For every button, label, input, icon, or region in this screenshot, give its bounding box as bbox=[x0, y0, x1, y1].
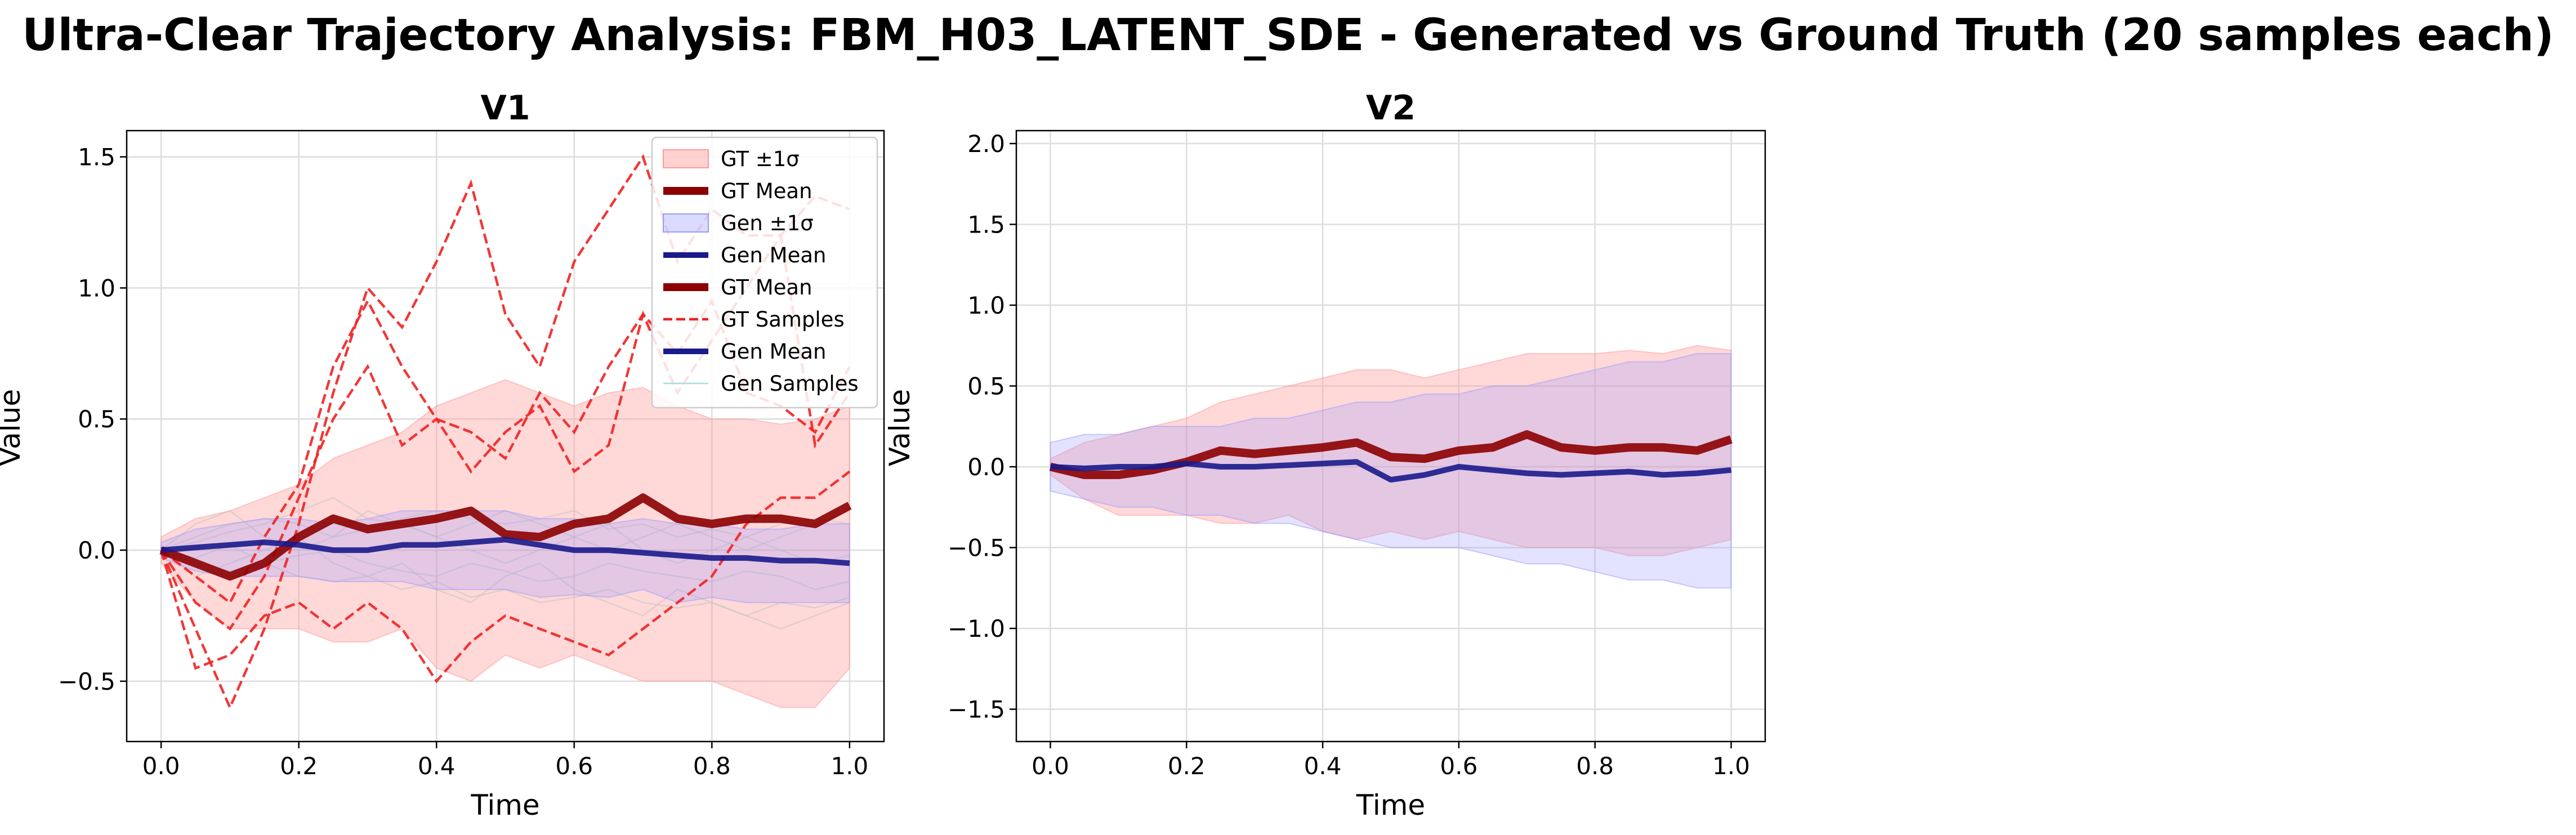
y-tick-label: 0.5 bbox=[78, 405, 115, 433]
gt-sample-line bbox=[160, 298, 851, 605]
gen-std-band bbox=[160, 510, 850, 604]
x-tick-label: 0.6 bbox=[555, 752, 593, 780]
panel-title: V2 bbox=[1366, 88, 1416, 128]
gen-mean-line bbox=[160, 537, 850, 566]
x-tick-label: 0.8 bbox=[693, 752, 731, 780]
legend-label: GT Samples bbox=[721, 307, 845, 332]
y-axis-label: Value bbox=[0, 389, 26, 466]
y-tick-label: 0.5 bbox=[967, 373, 1005, 400]
legend-label: GT ±1σ bbox=[721, 147, 800, 171]
y-tick-label: 0.0 bbox=[967, 453, 1005, 481]
y-tick-label: −1.5 bbox=[948, 696, 1005, 724]
gen-mean-line bbox=[1050, 459, 1731, 483]
legend-swatch bbox=[663, 149, 709, 168]
x-tick-label: 0.8 bbox=[1576, 752, 1614, 780]
x-tick-label: 1.0 bbox=[1712, 752, 1750, 780]
y-tick-label: 0.0 bbox=[78, 537, 115, 564]
legend-label: Gen Mean bbox=[721, 243, 826, 267]
y-tick-label: 1.0 bbox=[967, 292, 1005, 319]
y-tick-label: −0.5 bbox=[948, 534, 1005, 562]
x-tick-label: 0.0 bbox=[142, 752, 180, 780]
x-tick-label: 0.6 bbox=[1440, 752, 1478, 780]
figure-title: Ultra-Clear Trajectory Analysis: FBM_H03… bbox=[22, 10, 2554, 61]
y-tick-label: 1.5 bbox=[78, 144, 115, 171]
x-tick-label: 0.4 bbox=[1304, 752, 1342, 780]
y-tick-label: 1.0 bbox=[78, 274, 115, 302]
plot-area bbox=[1049, 345, 1733, 589]
x-tick-label: 0.2 bbox=[280, 752, 318, 780]
gen-sample-line bbox=[160, 544, 850, 591]
gt-sample-line bbox=[159, 470, 851, 684]
y-axis-label: Value bbox=[883, 389, 916, 466]
legend-swatch bbox=[663, 213, 709, 233]
y-tick-label: −1.0 bbox=[948, 615, 1005, 642]
x-axis-label: Time bbox=[470, 789, 539, 821]
plot-area bbox=[159, 154, 852, 711]
axes-frame bbox=[1015, 130, 1766, 743]
y-tick-label: −0.5 bbox=[58, 668, 115, 695]
chart-panel-v1: 0.0 0.2 0.4 0.6 0.8 1.0 −0.5 0.0 0.5 1.0 1.5 Time Va… bbox=[0, 88, 885, 821]
gt-mean-line bbox=[159, 493, 852, 581]
x-tick-label: 0.4 bbox=[418, 752, 456, 780]
panel-title: V1 bbox=[480, 88, 530, 128]
y-tick-label: 2.0 bbox=[967, 130, 1005, 158]
legend-label: Gen Mean bbox=[721, 340, 826, 364]
x-tick-label: 1.0 bbox=[831, 752, 868, 780]
legend-label: GT Mean bbox=[721, 275, 812, 300]
legend-label: Gen Samples bbox=[721, 372, 859, 396]
legend-label: GT Mean bbox=[721, 179, 812, 203]
gt-sample-line bbox=[160, 154, 850, 711]
x-tick-label: 0.2 bbox=[1168, 752, 1206, 780]
legend: GT ±1σ GT Mean Gen ±1σ Gen Mean GT Mean GT Sa… bbox=[651, 136, 878, 409]
x-axis-label: Time bbox=[1356, 789, 1425, 821]
legend-box bbox=[651, 136, 878, 409]
axes-frame bbox=[126, 130, 885, 743]
x-tick-label: 0.0 bbox=[1032, 752, 1069, 780]
chart-panel-v2: 0.0 0.2 0.4 0.6 0.8 1.0 −1.5 −1.0 −0.5 0.0 0.5 1.0 1… bbox=[883, 88, 1766, 821]
y-tick-label: 1.5 bbox=[967, 211, 1005, 238]
gt-std-band bbox=[160, 379, 850, 708]
gen-std-band bbox=[1050, 353, 1732, 589]
legend-label: Gen ±1σ bbox=[721, 211, 814, 235]
